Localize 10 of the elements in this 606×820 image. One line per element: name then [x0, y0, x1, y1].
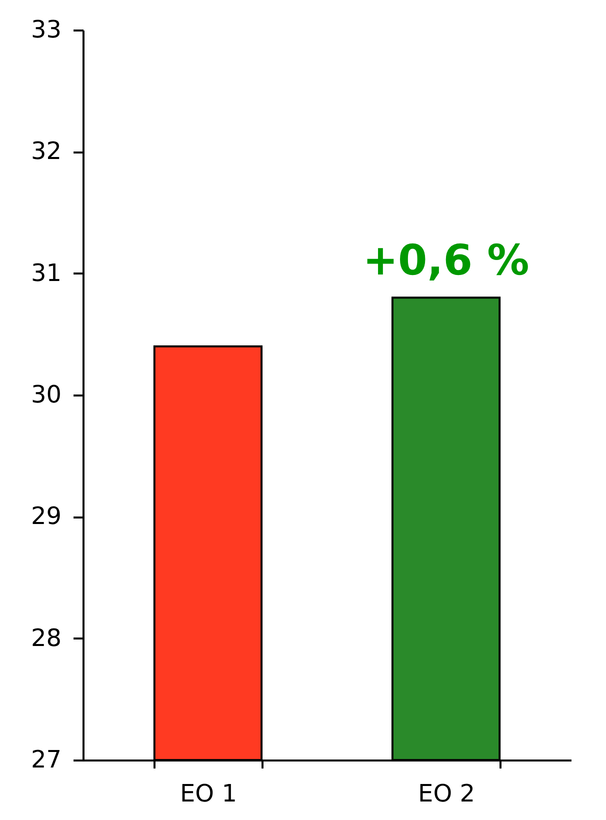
y-tick-label: 28 [30, 624, 62, 652]
x-tick-label: EO 2 [418, 780, 475, 808]
y-tick-label: 30 [30, 380, 62, 408]
y-tick-label: 32 [30, 137, 62, 166]
y-tick-label: 33 [30, 16, 62, 44]
y-tick-label: 27 [30, 746, 62, 774]
y-tick-label: 29 [30, 502, 62, 530]
x-tick-label: EO 1 [180, 780, 237, 808]
annotation: +0,6 % [362, 236, 530, 285]
y-tick-label: 31 [30, 258, 62, 287]
